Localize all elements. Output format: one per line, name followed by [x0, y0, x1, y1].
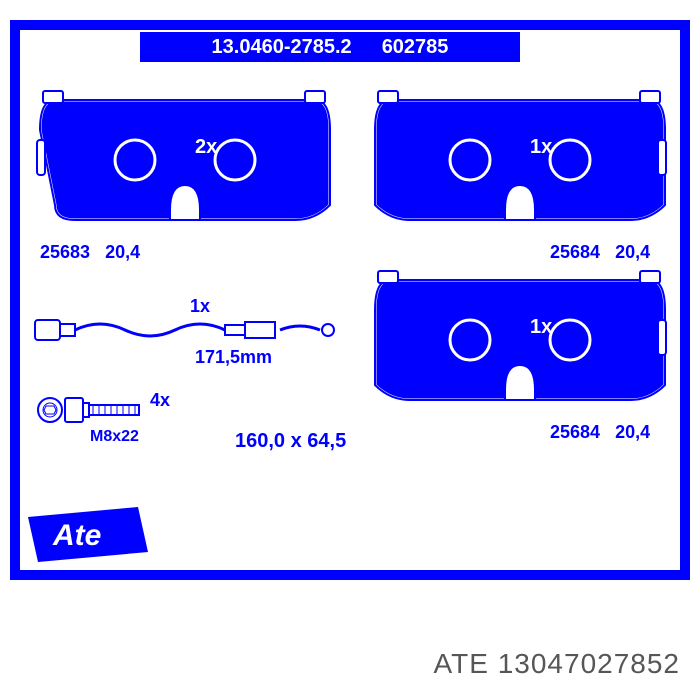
- header-bar: 13.0460-2785.2 602785: [140, 32, 520, 62]
- caption: ATE 13047027852: [434, 648, 680, 680]
- ate-logo: Ate: [28, 507, 148, 562]
- pad-rt-thickness: 20,4: [615, 242, 650, 262]
- pad-rt-id: 25684: [550, 242, 600, 262]
- diagram-frame: 13.0460-2785.2 602785 2x 25683 20,4 1x: [10, 20, 690, 580]
- pad-rb-thickness: 20,4: [615, 422, 650, 442]
- part-number-full: 13.0460-2785.2: [212, 36, 352, 59]
- svg-text:2x: 2x: [195, 136, 217, 158]
- bolt-icon: [35, 390, 145, 430]
- brake-pad-right-top: 1x: [370, 85, 670, 235]
- pad-left-thickness: 20,4: [105, 242, 140, 262]
- pad-left-id: 25683: [40, 242, 90, 262]
- part-number-short: 602785: [382, 36, 449, 59]
- bolt-spec: M8x22: [90, 428, 139, 446]
- svg-text:Ate: Ate: [52, 519, 101, 552]
- svg-text:1x: 1x: [530, 316, 552, 338]
- pad-left-label: 25683 20,4: [40, 242, 140, 263]
- pad-rb-id: 25684: [550, 422, 600, 442]
- pad-rt-label: 25684 20,4: [550, 242, 650, 263]
- pad-rb-label: 25684 20,4: [550, 422, 650, 443]
- sensor-qty: 1x: [190, 296, 210, 317]
- bolt-qty: 4x: [150, 390, 170, 411]
- svg-text:1x: 1x: [530, 136, 552, 158]
- dimensions: 160,0 x 64,5: [235, 430, 346, 453]
- sensor-length: 171,5mm: [195, 347, 272, 368]
- brake-pad-right-bottom: 1x: [370, 265, 670, 415]
- brake-pad-left: 2x: [35, 85, 335, 235]
